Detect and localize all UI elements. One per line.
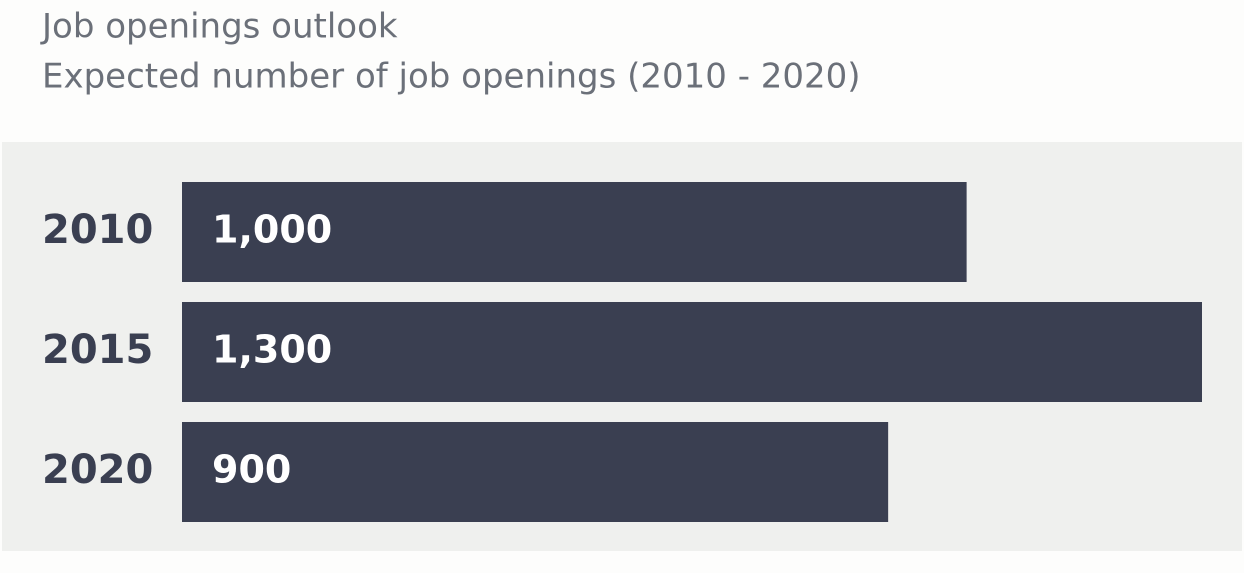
chart-title: Job openings outlook [40, 7, 398, 47]
category-label: 2015 [42, 327, 153, 373]
value-label: 900 [212, 448, 291, 492]
chart-subtitle: Expected number of job openings (2010 - … [42, 57, 861, 97]
category-label: 2010 [42, 207, 153, 253]
value-label: 1,300 [212, 328, 332, 372]
bar [182, 422, 889, 522]
bar [182, 302, 1202, 402]
value-label: 1,000 [212, 208, 332, 252]
category-label: 2020 [42, 447, 153, 493]
bar [182, 182, 967, 282]
